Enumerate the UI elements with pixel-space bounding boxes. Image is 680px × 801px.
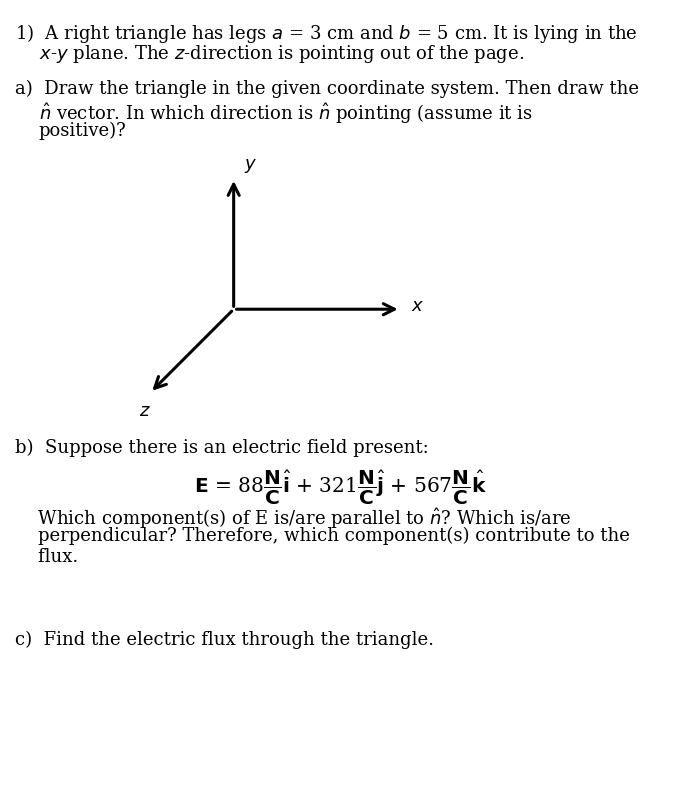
Text: $x$-$y$ plane. The $z$-direction is pointing out of the page.: $x$-$y$ plane. The $z$-direction is poin… xyxy=(39,43,524,65)
Text: Which component(s) of E is/are parallel to $\hat{n}$? Which is/are: Which component(s) of E is/are parallel … xyxy=(15,506,572,531)
Text: b)  Suppose there is an electric field present:: b) Suppose there is an electric field pr… xyxy=(15,439,428,457)
Text: $\mathbf{E}$ = 88$\dfrac{\mathbf{N}}{\mathbf{C}}\hat{\mathbf{i}}$ + 321$\dfrac{\: $\mathbf{E}$ = 88$\dfrac{\mathbf{N}}{\ma… xyxy=(194,469,486,507)
Text: $z$: $z$ xyxy=(139,401,150,420)
Text: $\hat{n}$ vector. In which direction is $\hat{n}$ pointing (assume it is: $\hat{n}$ vector. In which direction is … xyxy=(39,101,532,126)
Text: a)  Draw the triangle in the given coordinate system. Then draw the: a) Draw the triangle in the given coordi… xyxy=(15,80,639,99)
Text: $x$: $x$ xyxy=(411,297,424,316)
Text: c)  Find the electric flux through the triangle.: c) Find the electric flux through the tr… xyxy=(15,630,434,649)
Text: flux.: flux. xyxy=(15,548,78,566)
Text: 1)  A right triangle has legs $a$ = 3 cm and $b$ = 5 cm. It is lying in the: 1) A right triangle has legs $a$ = 3 cm … xyxy=(15,22,638,45)
Text: positive)?: positive)? xyxy=(39,122,126,140)
Text: perpendicular? Therefore, which component(s) contribute to the: perpendicular? Therefore, which componen… xyxy=(15,527,630,545)
Text: $y$: $y$ xyxy=(244,157,258,175)
